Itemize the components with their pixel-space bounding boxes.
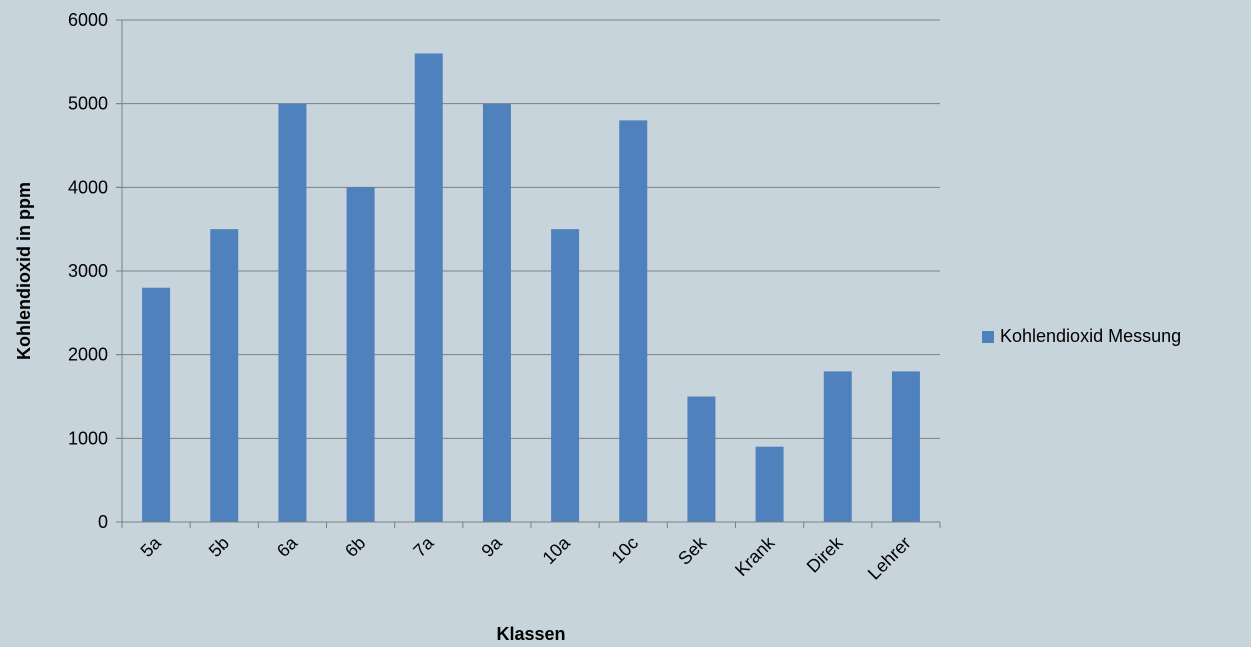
bars xyxy=(142,53,920,523)
y-tick-label: 0 xyxy=(98,512,108,532)
bar-sek xyxy=(687,396,716,522)
x-tick-label: Direk xyxy=(803,532,848,577)
legend-swatch xyxy=(982,330,994,343)
y-tick-label: 3000 xyxy=(68,261,108,281)
bar-7a xyxy=(414,53,443,522)
x-tick-label: 6a xyxy=(273,532,302,561)
y-tick-label: 5000 xyxy=(68,94,108,114)
x-tick-label: Lehrer xyxy=(864,533,915,584)
bar-10a xyxy=(551,229,580,522)
bar-6b xyxy=(346,187,375,523)
y-axis-title: Kohlendioxid in ppm xyxy=(14,182,34,360)
x-tick-labels: 5a 5b 6a 6b 7a 9a 10a 10c Sek Krank Direk Lehrer xyxy=(137,532,915,584)
x-tick-label: 5b xyxy=(205,533,233,561)
bar-krank xyxy=(755,446,784,522)
x-tick-label: 6b xyxy=(341,533,369,561)
bar-10c xyxy=(619,120,648,523)
bar-5b xyxy=(210,229,239,522)
axes xyxy=(116,19,941,528)
x-tick-label: Krank xyxy=(731,532,779,580)
y-tick-label: 6000 xyxy=(68,10,108,30)
x-tick-label: Sek xyxy=(674,532,711,569)
bar-9a xyxy=(482,103,511,523)
bar-6a xyxy=(278,103,307,523)
x-tick-label: 7a xyxy=(409,532,438,561)
x-axis-title: Klassen xyxy=(496,624,565,644)
bar-direk xyxy=(823,371,852,522)
y-tick-label: 4000 xyxy=(68,177,108,197)
gridlines xyxy=(116,19,940,439)
x-tick-label: 10c xyxy=(607,533,642,568)
x-tick-label: 5a xyxy=(137,532,166,561)
legend: Kohlendioxid Messung xyxy=(982,326,1181,347)
legend-label: Kohlendioxid Messung xyxy=(1000,326,1182,346)
x-tick-label: 10a xyxy=(539,532,575,568)
y-tick-label: 2000 xyxy=(68,345,108,365)
x-tick-label: 9a xyxy=(477,532,506,561)
bar-5a xyxy=(142,287,171,522)
bar-lehrer xyxy=(891,371,920,522)
y-tick-label: 1000 xyxy=(68,428,108,448)
y-tick-labels: 0 1000 2000 3000 4000 5000 6000 xyxy=(68,10,108,532)
